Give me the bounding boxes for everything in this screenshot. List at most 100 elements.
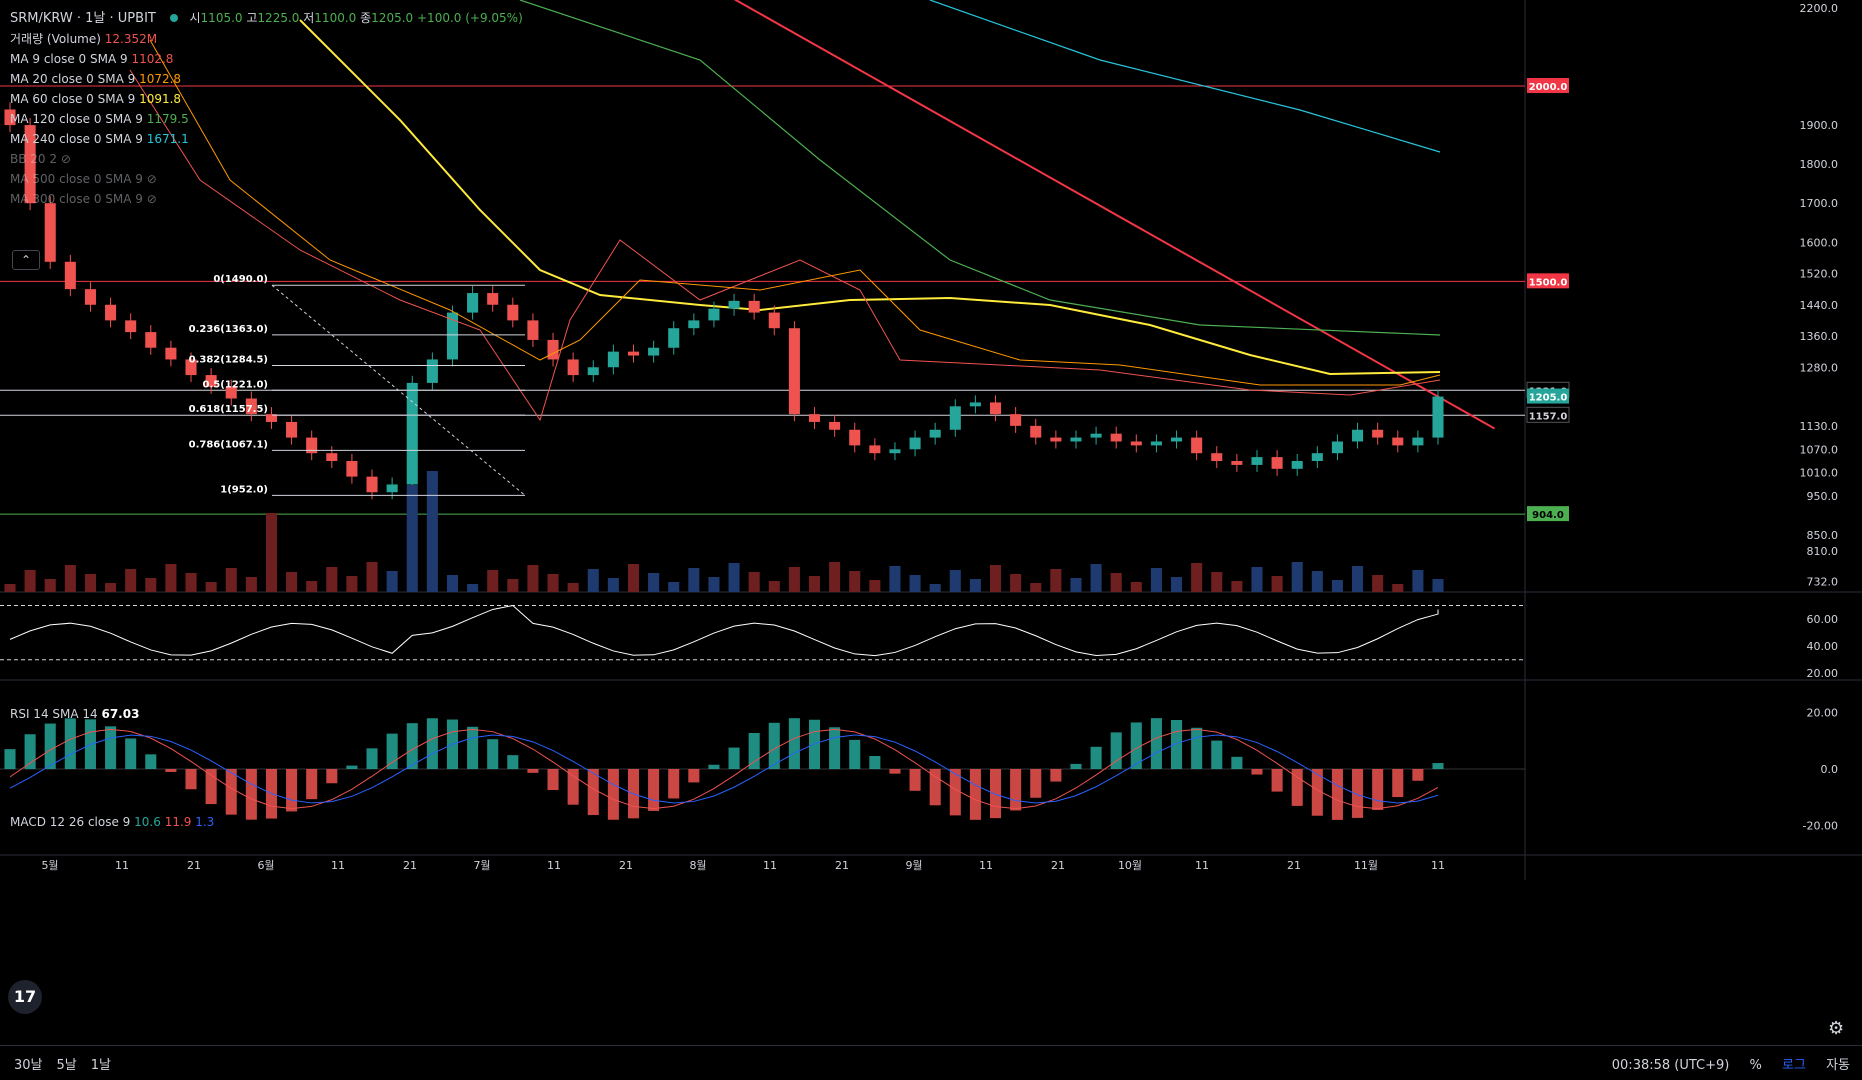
macd-histogram-bar bbox=[426, 718, 438, 769]
volume-bar bbox=[808, 576, 821, 592]
price-tag bbox=[1527, 388, 1569, 404]
percent-toggle[interactable]: % bbox=[1749, 1058, 1762, 1073]
auto-toggle[interactable]: 자동 bbox=[1826, 1058, 1850, 1073]
candle bbox=[1010, 414, 1022, 426]
macd-histogram-bar bbox=[145, 754, 157, 769]
time-tick: 8월 bbox=[689, 859, 706, 872]
macd-histogram-bar bbox=[1331, 769, 1343, 820]
time-tick: 6월 bbox=[257, 859, 274, 872]
gear-icon[interactable]: ⚙ bbox=[1828, 1018, 1845, 1039]
candle bbox=[487, 293, 499, 305]
volume-bar bbox=[366, 562, 378, 592]
rsi-tick: 60.00 bbox=[1807, 613, 1839, 626]
candle bbox=[1050, 437, 1062, 442]
macd-histogram-bar bbox=[1130, 722, 1142, 769]
macd-histogram-bar bbox=[406, 723, 418, 769]
log-toggle[interactable]: 로그 bbox=[1782, 1058, 1806, 1073]
volume-bar bbox=[989, 565, 1002, 592]
volume-bar bbox=[1070, 578, 1082, 592]
macd-histogram-bar bbox=[346, 765, 358, 769]
legend-row[interactable]: MA 120 close 0 SMA 9 1179.5 bbox=[10, 112, 189, 126]
price-tag bbox=[1526, 406, 1570, 423]
macd-tick: 0.0 bbox=[1821, 763, 1839, 776]
range-button[interactable]: 30날 bbox=[14, 1058, 43, 1073]
volume-bar bbox=[1372, 575, 1384, 592]
macd-histogram-bar bbox=[1412, 769, 1424, 781]
legend-row[interactable]: MA 240 close 0 SMA 9 1671.1 bbox=[10, 132, 189, 146]
macd-histogram-bar bbox=[467, 726, 479, 769]
time-tick: 21 bbox=[403, 859, 417, 872]
time-tick: 21 bbox=[187, 859, 201, 872]
volume-bar bbox=[668, 582, 680, 592]
hidden-eye-icon: ⊘ bbox=[146, 172, 157, 186]
price-tag-label: 2000.0 bbox=[1529, 82, 1568, 93]
clock: 00:38:58 (UTC+9) bbox=[1611, 1058, 1730, 1073]
macd-histogram-bar bbox=[64, 718, 76, 769]
time-tick: 21 bbox=[619, 859, 633, 872]
legend-collapse-button[interactable]: ⌃ bbox=[12, 250, 40, 270]
time-tick: 21 bbox=[1287, 859, 1301, 872]
price-tick: 1010.0 bbox=[1800, 467, 1839, 480]
candle bbox=[84, 289, 96, 305]
legend-row[interactable]: 거래량 (Volume) 12.352M bbox=[10, 32, 158, 46]
price-tick: 810.0 bbox=[1807, 545, 1839, 558]
macd-histogram-bar bbox=[1291, 769, 1303, 806]
chart-canvas[interactable]: 2200.0 1900.0 1800.0 1700.0 1600.0 1520.0 1440… bbox=[0, 0, 1862, 1045]
price-tick: 1600.0 bbox=[1800, 236, 1839, 249]
legend-row[interactable]: BB 20 2 ⊘ bbox=[10, 152, 71, 166]
volume-bar bbox=[105, 583, 117, 592]
volume-bar bbox=[648, 573, 660, 592]
fib-level-label: 0.786(1067.1) bbox=[189, 439, 268, 450]
volume-bar bbox=[527, 565, 539, 592]
macd-histogram-bar bbox=[1110, 732, 1122, 769]
legend-row[interactable]: MA 20 close 0 SMA 9 1072.8 bbox=[10, 72, 182, 86]
macd-histogram-bar bbox=[607, 769, 619, 820]
price-tag bbox=[1527, 78, 1569, 94]
candle bbox=[1070, 437, 1082, 442]
range-button[interactable]: 5날 bbox=[56, 1058, 77, 1073]
candle bbox=[145, 332, 157, 348]
legend-row[interactable]: MA 9 close 0 SMA 9 1102.8 bbox=[10, 52, 174, 66]
volume-bar bbox=[1211, 572, 1223, 592]
fib-trend-line bbox=[271, 284, 526, 496]
volume-bar bbox=[587, 569, 599, 592]
legend-row[interactable]: MA 60 close 0 SMA 9 1091.8 bbox=[10, 92, 182, 106]
ma9-line bbox=[129, 69, 1441, 422]
candle bbox=[64, 261, 76, 290]
macd-histogram-bar bbox=[225, 769, 237, 815]
candle bbox=[808, 414, 821, 422]
volume-bar bbox=[1050, 569, 1062, 592]
tradingview-logo-icon[interactable]: 17 bbox=[8, 980, 42, 1014]
volume-bar bbox=[1412, 570, 1424, 592]
macd-histogram-bar bbox=[688, 769, 700, 783]
volume-bar bbox=[1231, 581, 1243, 592]
range-button[interactable]: 1날 bbox=[90, 1058, 111, 1073]
macd-histogram-bar bbox=[748, 733, 760, 769]
macd-histogram-bar bbox=[44, 723, 56, 769]
volume-bar bbox=[44, 579, 56, 592]
symbol-title[interactable]: SRM/KRW · 1날 · UPBIT bbox=[10, 11, 156, 26]
macd-histogram-bar bbox=[1171, 719, 1183, 769]
time-tick: 11 bbox=[979, 859, 993, 872]
candle bbox=[1352, 429, 1364, 442]
candle bbox=[306, 437, 318, 454]
price-tag-label: 1157.0 bbox=[1529, 411, 1568, 422]
volume-bar bbox=[607, 578, 619, 592]
time-tick: 21 bbox=[835, 859, 849, 872]
candle bbox=[969, 402, 981, 407]
candle bbox=[366, 476, 378, 493]
candle bbox=[467, 293, 479, 313]
price-tick: 732.0 bbox=[1807, 575, 1839, 588]
legend-row[interactable]: MA 300 close 0 SMA 9 ⊘ bbox=[10, 192, 157, 206]
volume-bar bbox=[768, 581, 780, 592]
macd-histogram-bar bbox=[105, 726, 117, 769]
legend-row[interactable]: MA 500 close 0 SMA 9 ⊘ bbox=[10, 172, 157, 186]
candle bbox=[1392, 437, 1404, 446]
candle bbox=[527, 320, 539, 340]
candle bbox=[446, 312, 459, 360]
volume-bar bbox=[547, 574, 559, 592]
time-tick: 11 bbox=[115, 859, 129, 872]
macd-histogram-bar bbox=[286, 769, 298, 812]
candle bbox=[627, 351, 640, 356]
candle bbox=[1251, 457, 1263, 465]
